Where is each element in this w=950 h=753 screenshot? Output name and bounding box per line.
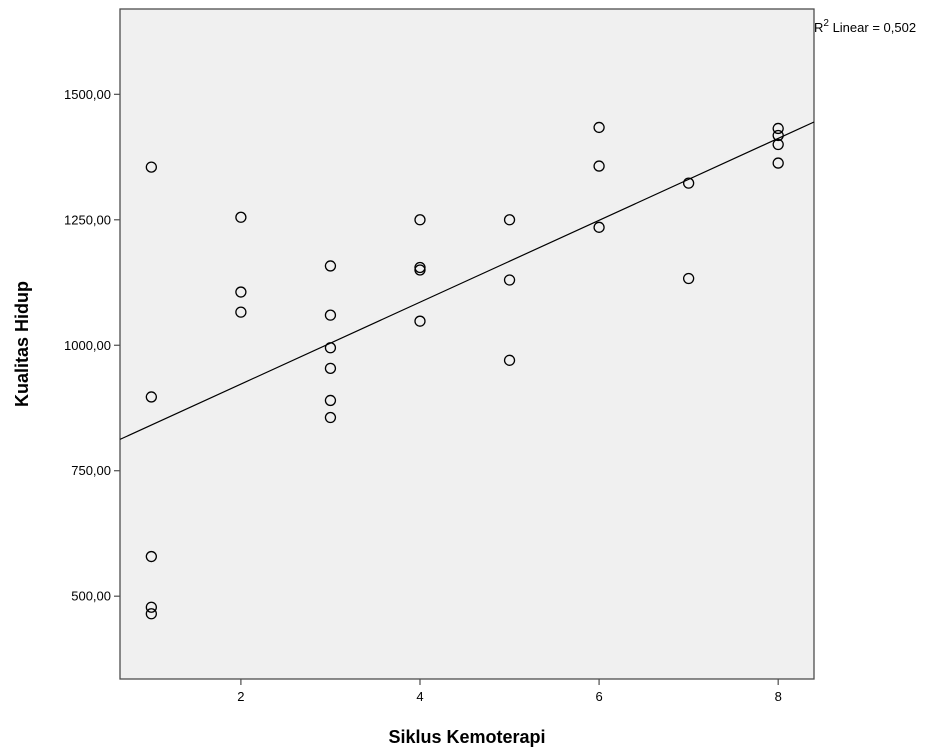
data-point — [145, 608, 157, 620]
data-point — [145, 601, 157, 613]
data-point — [593, 160, 605, 172]
x-tick-label: 4 — [416, 689, 423, 704]
y-axis-ticks: 500,00 750,00 1000,00 1250,00 1500,00 — [64, 87, 120, 604]
data-point — [324, 342, 337, 354]
y-tick-label: 1500,00 — [64, 87, 111, 102]
y-axis-title: Kualitas Hidup — [12, 281, 32, 407]
x-axis-ticks: 2 4 6 8 — [237, 679, 782, 704]
y-tick-label: 1000,00 — [64, 338, 111, 353]
data-point — [324, 394, 337, 407]
r2-label-superscript: 2 — [823, 18, 829, 29]
x-tick-label: 6 — [595, 689, 602, 704]
data-point — [772, 157, 784, 169]
x-tick-label: 2 — [237, 689, 244, 704]
y-tick-label: 1250,00 — [64, 212, 111, 227]
data-point — [235, 286, 247, 298]
plot-area — [119, 8, 815, 680]
data-point — [772, 138, 784, 151]
r2-label-prefix: R — [814, 20, 823, 35]
data-point — [324, 260, 337, 272]
data-point — [414, 264, 426, 276]
data-point — [772, 122, 784, 135]
data-point — [235, 211, 247, 223]
data-point — [414, 214, 426, 226]
data-point — [324, 362, 337, 374]
x-axis-title: Siklus Kemoterapi — [388, 727, 545, 747]
data-point — [145, 550, 157, 563]
y-tick-label: 750,00 — [71, 463, 111, 478]
data-point — [414, 315, 426, 327]
data-point — [593, 221, 605, 233]
data-point — [503, 354, 516, 366]
x-tick-label: 8 — [775, 689, 782, 704]
y-tick-label: 500,00 — [71, 589, 111, 604]
data-point — [593, 121, 605, 134]
fit-line — [119, 121, 815, 440]
data-point — [682, 272, 695, 285]
data-point — [772, 129, 784, 142]
data-point — [235, 306, 247, 318]
r2-label-suffix: Linear = 0,502 — [829, 20, 916, 35]
data-point — [682, 177, 695, 189]
data-point — [324, 309, 337, 321]
data-point — [145, 161, 157, 173]
scatter-points — [145, 121, 784, 620]
data-point — [324, 411, 337, 424]
data-point — [503, 214, 516, 226]
r2-label: R2 Linear = 0,502 — [814, 18, 916, 35]
data-point — [145, 391, 157, 403]
data-point — [503, 274, 516, 286]
fit-line-group — [119, 121, 815, 440]
